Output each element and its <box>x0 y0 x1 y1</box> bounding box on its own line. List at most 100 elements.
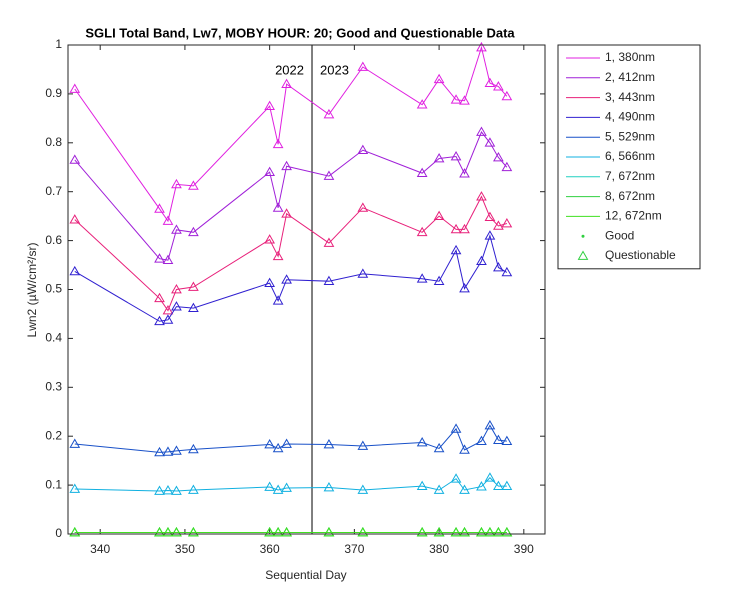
point-marker <box>281 438 292 448</box>
point-marker <box>501 90 513 101</box>
point-marker <box>459 444 470 454</box>
point-marker <box>69 265 81 276</box>
point-marker <box>162 527 174 537</box>
point-marker <box>484 419 496 430</box>
point-marker <box>188 443 199 454</box>
point-marker <box>281 482 292 492</box>
legend-label: 2, 412nm <box>605 70 655 84</box>
point-marker <box>272 527 284 537</box>
point-marker <box>476 126 487 136</box>
point-marker <box>264 100 276 110</box>
point-marker <box>450 150 462 161</box>
y-tick-label: 0.3 <box>45 379 62 393</box>
point-marker <box>188 484 199 494</box>
point-marker <box>281 160 292 171</box>
point-marker <box>323 170 335 180</box>
point-marker <box>188 180 199 190</box>
point-marker <box>188 527 199 537</box>
point-marker <box>493 527 504 537</box>
point-marker <box>154 485 165 495</box>
point-marker <box>281 78 292 88</box>
point-marker <box>188 302 199 312</box>
annotation: 2023 <box>320 62 349 77</box>
legend-label: 8, 672nm <box>605 189 655 203</box>
point-marker <box>264 439 276 449</box>
series-line <box>74 45 508 223</box>
point-marker <box>433 152 445 163</box>
point-marker <box>476 527 487 537</box>
point-marker <box>264 481 276 491</box>
point-marker <box>493 220 504 230</box>
point-marker <box>264 234 276 244</box>
point-marker <box>459 527 470 537</box>
point-marker <box>154 527 165 537</box>
legend-marker <box>577 250 589 260</box>
point-marker <box>476 435 487 445</box>
point-marker <box>69 83 81 93</box>
y-tick-label: 0.5 <box>45 282 62 296</box>
legend-label: 6, 566nm <box>605 149 655 163</box>
legend-label: Good <box>605 228 634 242</box>
point-marker <box>154 315 165 326</box>
point-marker <box>281 208 292 218</box>
series-line <box>74 131 508 261</box>
legend-label: 4, 490nm <box>605 110 655 124</box>
point-marker <box>171 301 182 311</box>
x-axis-label: Sequential Day <box>265 568 346 582</box>
point-marker <box>162 314 174 324</box>
point-marker <box>272 250 284 261</box>
point-marker <box>162 254 174 265</box>
point-marker <box>154 292 165 303</box>
point-marker <box>323 275 335 286</box>
y-tick-label: 0.9 <box>45 86 62 100</box>
legend-label: 7, 672nm <box>605 169 655 183</box>
series-line <box>74 233 508 322</box>
x-tick-label: 350 <box>175 542 195 556</box>
point-marker <box>69 483 81 493</box>
legend-label: 12, 672nm <box>605 209 662 223</box>
point-marker <box>459 283 470 293</box>
x-tick-label: 380 <box>429 542 449 556</box>
point-marker <box>450 473 462 483</box>
point-marker <box>484 77 496 88</box>
point-marker <box>264 166 276 177</box>
point-marker <box>459 95 470 105</box>
point-marker <box>171 527 182 537</box>
point-marker <box>484 230 496 240</box>
point-marker <box>162 484 174 495</box>
point-marker <box>272 138 284 149</box>
x-tick-label: 360 <box>260 542 280 556</box>
point-marker <box>171 445 182 455</box>
point-marker <box>416 437 428 447</box>
point-marker <box>323 527 335 537</box>
point-marker <box>154 253 165 263</box>
point-marker <box>433 73 445 84</box>
y-tick-label: 0.1 <box>45 477 62 491</box>
point-marker <box>450 223 462 234</box>
point-marker <box>416 226 428 237</box>
y-tick-label: 0.4 <box>45 331 62 345</box>
point-marker <box>433 275 445 286</box>
y-tick-label: 0.6 <box>45 233 62 247</box>
point-marker <box>323 439 335 449</box>
point-marker <box>450 423 462 433</box>
point-marker <box>162 305 174 315</box>
point-marker <box>493 261 504 272</box>
point-marker <box>433 527 445 537</box>
point-marker <box>162 446 174 456</box>
legend-label: 3, 443nm <box>605 90 655 104</box>
point-marker <box>493 480 504 490</box>
point-marker <box>501 217 513 228</box>
axes-box <box>67 44 546 535</box>
point-marker <box>264 277 276 288</box>
point-marker <box>433 442 445 453</box>
point-marker <box>171 178 182 189</box>
annotation: 2022 <box>275 62 304 77</box>
y-tick-label: 0.7 <box>45 184 62 198</box>
point-marker <box>416 480 428 490</box>
point-marker <box>171 283 182 294</box>
point-marker <box>433 484 445 494</box>
point-marker <box>357 484 369 494</box>
point-marker <box>484 137 496 147</box>
